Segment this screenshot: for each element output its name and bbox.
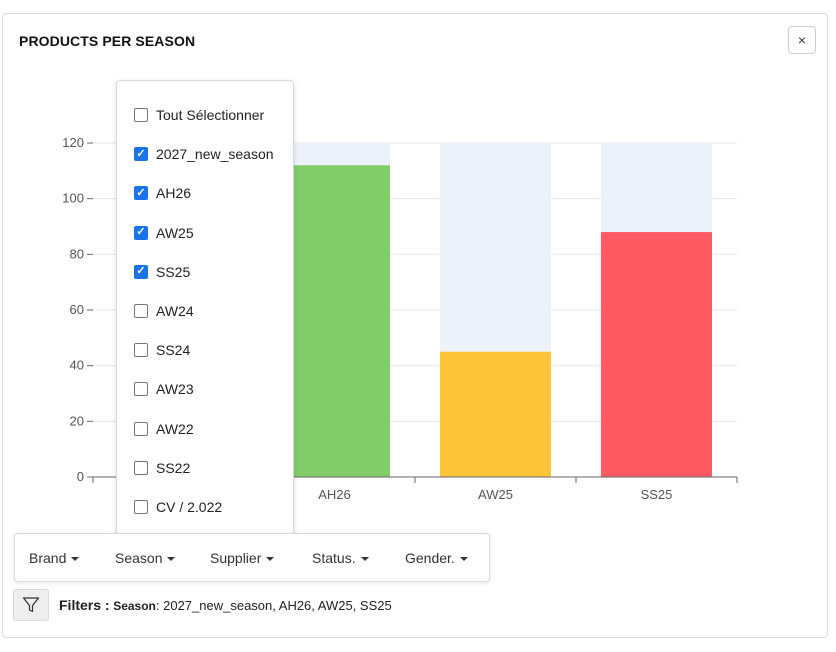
y-tick-label: 120: [62, 135, 84, 150]
season-option-label: AH26: [156, 185, 192, 202]
season-option-label: CV / 2.022: [156, 499, 223, 515]
season-option-label: SS22: [156, 459, 191, 476]
season-option-checkbox[interactable]: [134, 460, 148, 475]
season-option-label: AW24: [156, 303, 194, 319]
status-filter-label: Status.: [312, 550, 356, 566]
y-tick-label: 60: [70, 302, 84, 317]
season-option[interactable]: SS22: [134, 460, 190, 476]
filters-label: Filters :: [59, 597, 110, 613]
y-tick-label: 0: [77, 469, 84, 484]
x-tick-label: SS25: [641, 487, 673, 502]
filter-bar: Brand Season Supplier Status. Gender.: [14, 533, 490, 582]
season-option[interactable]: AW25: [134, 225, 194, 241]
season-option[interactable]: Tout Sélectionner: [134, 107, 264, 123]
season-option-checkbox[interactable]: [134, 500, 148, 514]
bar-ss25[interactable]: [601, 232, 712, 477]
season-filter-label: Season: [115, 550, 163, 566]
season-option-checkbox[interactable]: [134, 186, 148, 201]
caret-down-icon: [167, 557, 176, 562]
y-tick-label: 40: [70, 358, 84, 373]
supplier-filter-button[interactable]: Supplier: [210, 550, 275, 566]
season-option[interactable]: AW24: [134, 303, 194, 319]
season-option-checkbox[interactable]: [134, 421, 148, 436]
brand-filter-label: Brand: [29, 550, 67, 566]
season-option[interactable]: CV / 2.022: [134, 499, 222, 515]
season-option[interactable]: AW23: [134, 381, 194, 397]
season-option-label: SS25: [156, 263, 191, 280]
active-filters-summary: Filters : Season: 2027_new_season, AH26,…: [59, 597, 392, 613]
bar-ah26[interactable]: [279, 165, 390, 477]
season-option-label: AW22: [156, 420, 194, 437]
funnel-icon: [22, 597, 40, 613]
filters-value: : 2027_new_season, AH26, AW25, SS25: [155, 598, 392, 613]
season-option-label: Tout Sélectionner: [156, 107, 265, 123]
brand-filter-button[interactable]: Brand: [29, 550, 80, 566]
season-option[interactable]: SS24: [134, 342, 190, 358]
season-option[interactable]: AW22: [134, 421, 194, 437]
y-tick-label: 100: [62, 191, 84, 206]
season-option-label: SS24: [156, 342, 191, 359]
y-tick-label: 20: [70, 413, 84, 428]
season-option-label: AW23: [156, 381, 194, 398]
caret-down-icon: [71, 557, 80, 562]
season-filter-button[interactable]: Season: [115, 550, 176, 566]
supplier-filter-label: Supplier: [210, 550, 262, 566]
x-tick-label: AW25: [478, 487, 513, 502]
filter-toggle-button[interactable]: [13, 589, 49, 621]
caret-down-icon: [266, 557, 275, 562]
panel-title: PRODUCTS PER SEASON: [19, 33, 196, 49]
gender-filter-label: Gender.: [405, 550, 455, 566]
season-option[interactable]: SS25: [134, 264, 190, 280]
season-option-label: AW25: [156, 224, 194, 241]
caret-down-icon: [360, 557, 369, 562]
season-option[interactable]: AH26: [134, 185, 191, 201]
season-option-checkbox[interactable]: [134, 304, 148, 318]
season-option-checkbox[interactable]: [134, 147, 148, 162]
season-option-checkbox[interactable]: [134, 264, 148, 279]
filters-key: Season: [113, 599, 156, 613]
x-tick-label: AH26: [318, 487, 351, 502]
y-tick-label: 80: [70, 246, 84, 261]
close-button[interactable]: ×: [788, 26, 816, 54]
close-icon: ×: [797, 32, 807, 48]
season-dropdown-menu: Tout Sélectionner 2027_new_season AH26 AW25…: [116, 80, 294, 541]
bar-aw25[interactable]: [440, 351, 551, 477]
status-filter-button[interactable]: Status.: [312, 550, 369, 566]
season-option-label: 2027_new_season: [156, 146, 274, 163]
season-option-checkbox[interactable]: [134, 343, 148, 358]
caret-down-icon: [459, 557, 468, 562]
gender-filter-button[interactable]: Gender.: [405, 550, 468, 566]
season-option-checkbox[interactable]: [134, 225, 148, 240]
season-option-checkbox[interactable]: [134, 108, 148, 122]
season-option-checkbox[interactable]: [134, 382, 148, 397]
season-option[interactable]: 2027_new_season: [134, 146, 274, 162]
